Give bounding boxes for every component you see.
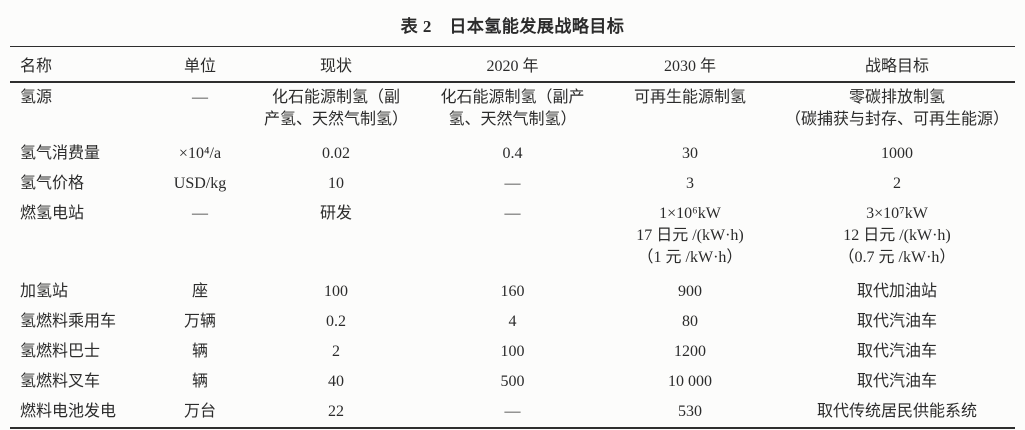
table-row: 氢燃料乘用车 万辆 0.2 4 80 取代汽油车 <box>10 307 1015 337</box>
cell-name: 氢燃料乘用车 <box>20 313 117 330</box>
cell-unit: 辆 <box>191 343 208 360</box>
cell-unit: 万辆 <box>183 313 216 330</box>
cell-target: 取代汽油车 <box>856 313 937 330</box>
cell-2030: 80 <box>682 313 698 330</box>
cell-name: 燃氢电站 <box>20 205 85 222</box>
cell-2020: 160 <box>500 283 525 300</box>
cell-unit: 辆 <box>191 373 208 390</box>
cell-name: 氢气消费量 <box>20 145 101 162</box>
cell-2030: 10 000 <box>668 373 712 390</box>
cell-2020: 化石能源制氢（副产 氢、天然气制氢） <box>440 89 585 128</box>
cell-unit: — <box>192 205 208 222</box>
table-row: 加氢站 座 100 160 900 取代加油站 <box>10 277 1015 307</box>
cell-2030: 1200 <box>674 343 706 360</box>
cell-current: 2 <box>332 343 340 360</box>
cell-2020: 4 <box>508 313 517 330</box>
table-row: 氢气消费量 ×10⁴/a 0.02 0.4 30 1000 <box>10 139 1015 169</box>
cell-2030: 可再生能源制氢 <box>633 89 746 106</box>
cell-name: 燃料电池发电 <box>20 403 117 420</box>
column-header-2030: 2030 年 <box>663 58 716 75</box>
column-header-current: 现状 <box>319 58 352 75</box>
cell-current: 0.2 <box>326 313 346 330</box>
column-header-unit: 单位 <box>183 58 216 75</box>
cell-2020: 500 <box>500 373 525 390</box>
header-row: 名称 单位 现状 2020 年 2030 年 战略目标 <box>10 46 1015 82</box>
cell-2020: — <box>504 205 521 222</box>
table-row: 氢气价格 USD/kg 10 — 3 2 <box>10 169 1015 199</box>
cell-current: 0.02 <box>322 145 350 162</box>
cell-target: 取代传统居民供能系统 <box>816 403 977 420</box>
cell-current: 100 <box>324 283 348 300</box>
cell-target: 零碳排放制氢 （碳捕获与封存、可再生能源） <box>784 89 1009 128</box>
cell-name: 氢源 <box>20 89 53 106</box>
strategy-table: 名称 单位 现状 2020 年 2030 年 战略目标 氢源 — 化石能源制氢（… <box>10 46 1015 429</box>
cell-name: 氢燃料叉车 <box>20 373 101 390</box>
cell-current: 化石能源制氢（副 产氢、天然气制氢） <box>263 89 408 128</box>
cell-current: 22 <box>328 403 344 420</box>
table-row: 燃料电池发电 万台 22 — 530 取代传统居民供能系统 <box>10 397 1015 428</box>
cell-name: 氢气价格 <box>20 175 85 192</box>
cell-2030: 1×10⁶kW 17 日元 /(kW·h) （1 元 /kW·h） <box>636 205 744 266</box>
cell-unit: — <box>192 89 208 106</box>
table-row: 燃氢电站 — 研发 — 1×10⁶kW 17 日元 /(kW·h) （1 元 /… <box>10 199 1015 277</box>
cell-2030: 530 <box>678 403 702 420</box>
cell-2020: 100 <box>500 343 525 360</box>
table-row: 氢源 — 化石能源制氢（副 产氢、天然气制氢） 化石能源制氢（副产 氢、天然气制… <box>10 82 1015 139</box>
cell-target: 1000 <box>881 145 913 162</box>
cell-2030: 900 <box>678 283 702 300</box>
table-row: 氢燃料巴士 辆 2 100 1200 取代汽油车 <box>10 337 1015 367</box>
cell-2030: 30 <box>682 145 698 162</box>
cell-current: 10 <box>328 175 344 192</box>
column-header-target: 战略目标 <box>864 58 929 75</box>
column-header-name: 名称 <box>20 58 53 75</box>
cell-unit: 万台 <box>183 403 216 420</box>
column-header-2020: 2020 年 <box>486 58 539 75</box>
cell-current: 研发 <box>319 205 352 222</box>
cell-name: 氢燃料巴士 <box>20 343 101 360</box>
cell-target: 2 <box>893 175 901 192</box>
cell-2030: 3 <box>686 175 694 192</box>
cell-target: 取代加油站 <box>856 283 937 300</box>
cell-target: 取代汽油车 <box>856 373 937 390</box>
cell-unit: 座 <box>191 283 208 300</box>
cell-2020: — <box>504 175 521 192</box>
table-caption: 表 2 日本氢能发展战略目标 <box>400 17 625 36</box>
table-row: 氢燃料叉车 辆 40 500 10 000 取代汽油车 <box>10 367 1015 397</box>
cell-target: 取代汽油车 <box>856 343 937 360</box>
cell-target: 3×10⁷kW 12 日元 /(kW·h) （0.7 元 /kW·h） <box>838 205 956 266</box>
cell-2020: — <box>504 403 521 420</box>
cell-name: 加氢站 <box>20 283 69 300</box>
cell-current: 40 <box>328 373 344 390</box>
cell-2020: 0.4 <box>502 145 523 162</box>
cell-unit: USD/kg <box>173 175 227 192</box>
cell-unit: ×10⁴/a <box>178 145 222 162</box>
